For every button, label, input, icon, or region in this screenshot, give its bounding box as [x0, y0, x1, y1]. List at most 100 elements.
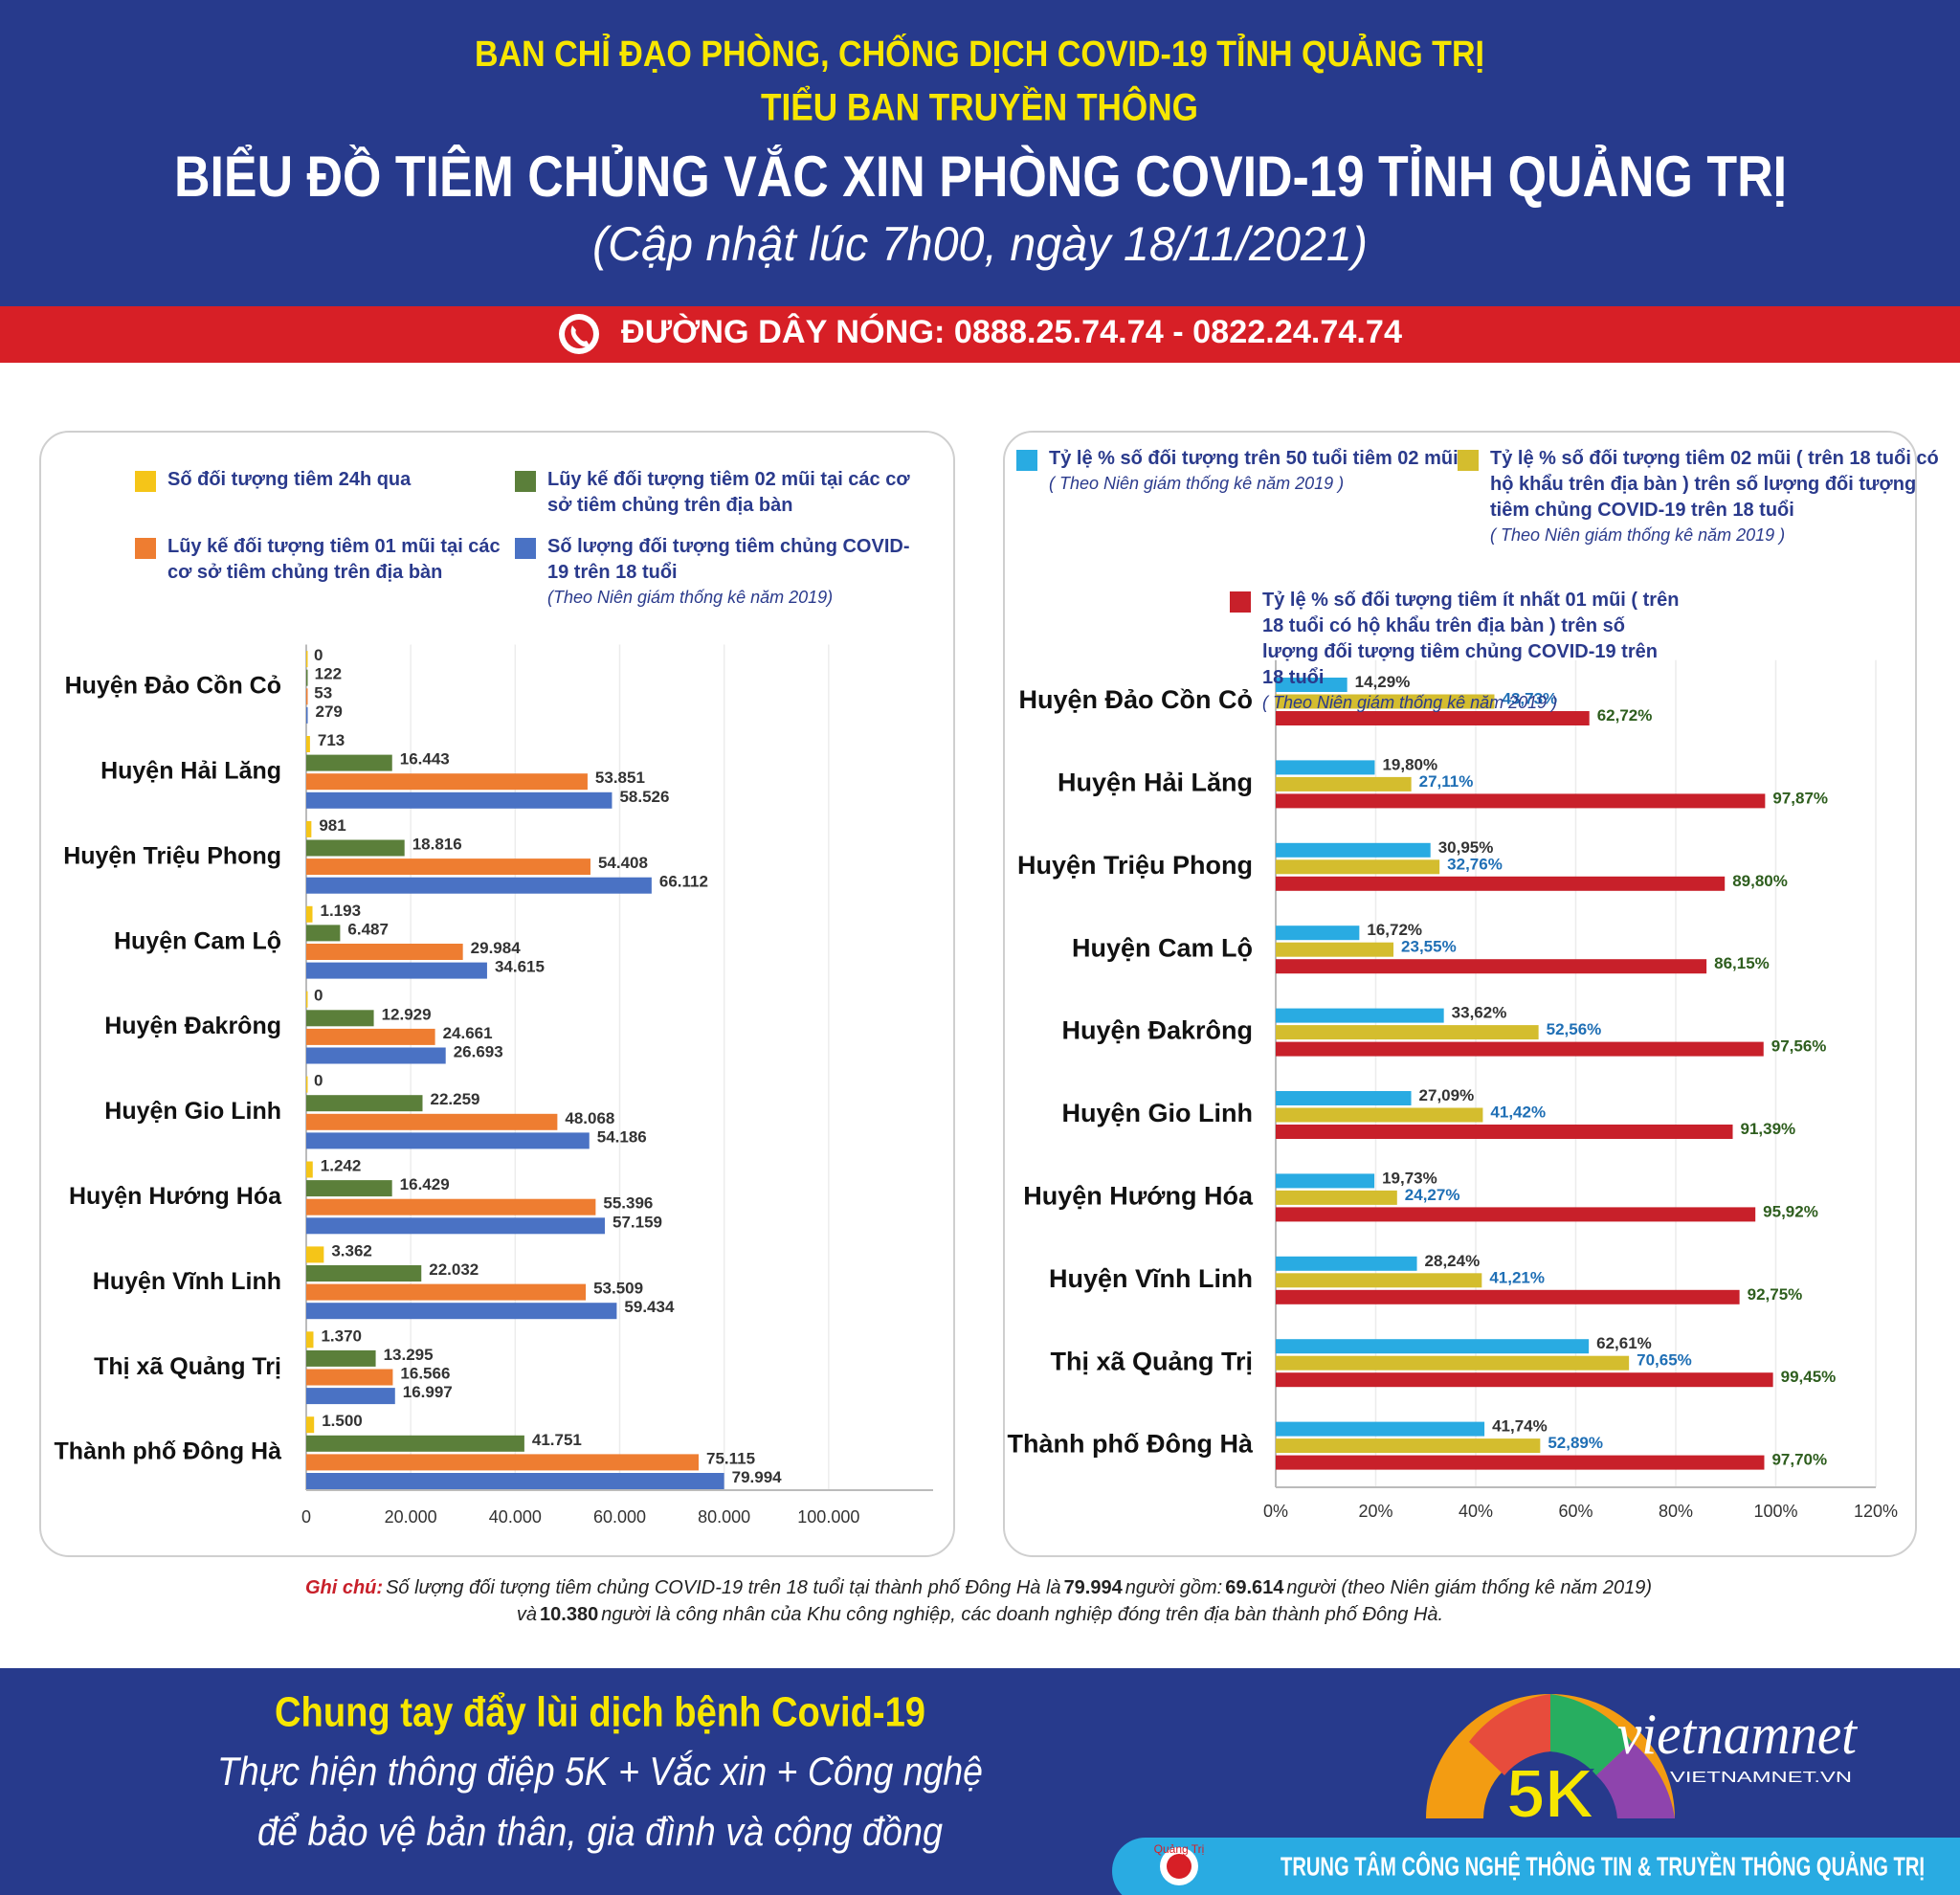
value-label: 52,56%: [1547, 1020, 1602, 1038]
x-tick-label: 80.000: [698, 1507, 750, 1527]
legend-swatch: [135, 538, 156, 559]
bar: [306, 991, 308, 1008]
bar: [306, 1473, 724, 1489]
value-label: 62,61%: [1596, 1334, 1652, 1352]
bar: [1276, 1207, 1756, 1222]
value-label: 54.186: [597, 1127, 647, 1146]
category-label: Huyện Đakrông: [1061, 1016, 1253, 1045]
bar: [1276, 842, 1431, 858]
value-label: 62,72%: [1597, 706, 1653, 725]
header-line: TIỂU BAN TRUYỀN THÔNG: [761, 84, 1198, 129]
bar: [1276, 711, 1590, 725]
bar: [306, 1416, 315, 1434]
bar: [306, 1028, 435, 1045]
value-label: 41,42%: [1490, 1103, 1546, 1121]
value-label: 53: [314, 683, 332, 702]
badge-ring: [1469, 1694, 1550, 1775]
note-text: 10.380: [540, 1604, 599, 1625]
category-label: Huyện Hướng Hóa: [69, 1183, 282, 1210]
legend-note: ( Theo Niên giám thống kê năm 2019 ): [1262, 693, 1558, 712]
value-label: 16.429: [400, 1175, 450, 1193]
category-label: Thành phố Đông Hà: [1008, 1430, 1254, 1459]
note-text: người là công nhân của Khu công nghiệp, …: [601, 1604, 1444, 1625]
bar: [306, 905, 313, 923]
badge-text: 5K: [1506, 1756, 1594, 1833]
bar: [306, 858, 590, 876]
value-label: 1.193: [321, 902, 362, 920]
value-label: 97,56%: [1771, 1037, 1827, 1056]
value-label: 57.159: [612, 1213, 662, 1231]
value-label: 0: [314, 646, 323, 664]
legend-label: Số đối tượng tiêm 24h qua: [167, 469, 412, 490]
legend-label: Tỷ lệ % số đối tượng trên 50 tuổi tiêm 0…: [1049, 448, 1459, 469]
bar: [306, 736, 310, 752]
value-label: 48.068: [565, 1109, 614, 1127]
bar: [306, 1047, 446, 1064]
5k-badge: [1426, 1694, 1675, 1818]
value-label: 53.509: [593, 1280, 643, 1298]
value-label: 16,72%: [1367, 921, 1422, 939]
note-label: Ghi chú:: [304, 1577, 384, 1598]
category-label: Thị xã Quảng Trị: [1050, 1347, 1253, 1375]
value-label: 19,73%: [1382, 1169, 1437, 1187]
x-tick-label: 100%: [1753, 1502, 1797, 1521]
phone-icon: [570, 325, 590, 347]
x-tick-label: 20%: [1358, 1502, 1392, 1521]
logo: vietnamnet: [1617, 1703, 1858, 1766]
panel: [1003, 431, 1917, 1557]
x-tick-label: 60%: [1558, 1502, 1592, 1521]
bar: [1276, 1289, 1740, 1304]
x-tick-label: 80%: [1659, 1502, 1693, 1521]
bar: [306, 669, 308, 686]
value-label: 0: [314, 1072, 323, 1090]
value-label: 33,62%: [1452, 1004, 1507, 1022]
legend-note: ( Theo Niên giám thống kê năm 2019 ): [1049, 474, 1345, 493]
value-label: 95,92%: [1763, 1202, 1818, 1220]
bar: [306, 962, 487, 979]
category-label: Huyện Gio Linh: [1062, 1099, 1254, 1127]
value-label: 99,45%: [1781, 1368, 1837, 1386]
bar: [306, 839, 405, 857]
legend-swatch: [1230, 591, 1251, 613]
note-line: và 10.380 người là công nhân của Khu công …: [0, 1604, 1960, 1626]
bar: [1276, 1273, 1482, 1288]
page-title: BIỂU ĐỒ TIÊM CHỦNG VẮC XIN PHÒNG COVID-1…: [174, 145, 1787, 209]
badge-ring: [1596, 1742, 1675, 1818]
bar: [1276, 1355, 1630, 1371]
value-label: 19,80%: [1382, 755, 1437, 773]
bar: [306, 773, 588, 791]
legend-swatch: [135, 471, 156, 492]
value-label: 22.259: [430, 1090, 479, 1108]
bar: [1276, 1173, 1375, 1189]
value-label: 52,89%: [1548, 1434, 1603, 1452]
category-label: Huyện Hướng Hóa: [1023, 1182, 1254, 1211]
value-label: 30,95%: [1438, 838, 1494, 857]
bar: [306, 1303, 617, 1320]
category-label: Huyện Gio Linh: [104, 1098, 281, 1125]
x-tick-label: 100.000: [797, 1507, 859, 1527]
legend-entry: Tỷ lệ % số đối tượng tiêm 02 mũi ( trên …: [1458, 446, 1940, 546]
bar: [306, 877, 652, 894]
value-label: 54.408: [598, 854, 648, 872]
value-label: 18.816: [412, 835, 462, 853]
note-text: 79.994: [1063, 1577, 1123, 1598]
value-label: 981: [319, 816, 345, 835]
bar: [1276, 678, 1348, 692]
value-label: 28,24%: [1425, 1252, 1481, 1270]
value-label: 79.994: [732, 1468, 783, 1486]
value-label: 14,29%: [1355, 673, 1411, 691]
value-label: 32,76%: [1447, 855, 1503, 873]
legend-entry: Lũy kế đối tượng tiêm 01 mũi tại các cơ …: [135, 534, 522, 586]
badge-ring: [1550, 1694, 1632, 1775]
bar: [1276, 859, 1440, 875]
bar: [1276, 694, 1495, 709]
value-label: 29.984: [471, 939, 522, 957]
category-label: Huyện Vĩnh Linh: [93, 1268, 281, 1295]
value-label: 89,80%: [1732, 872, 1788, 890]
bar: [306, 688, 308, 705]
value-label: 92,75%: [1748, 1285, 1803, 1304]
bar: [1276, 1091, 1412, 1105]
bar: [1276, 1339, 1590, 1354]
bar: [1276, 760, 1375, 775]
